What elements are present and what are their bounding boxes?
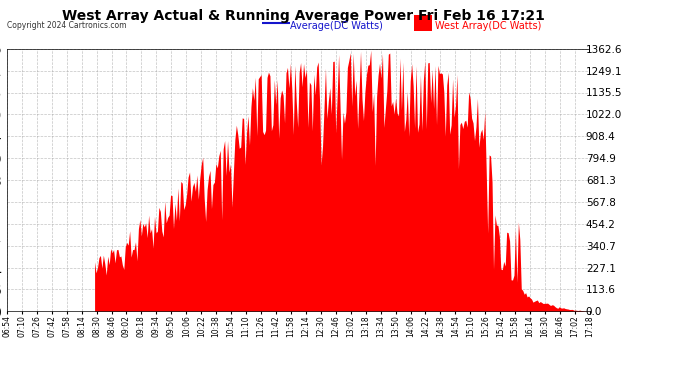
Text: Average(DC Watts): Average(DC Watts) xyxy=(290,21,383,31)
Text: West Array Actual & Running Average Power Fri Feb 16 17:21: West Array Actual & Running Average Powe… xyxy=(62,9,545,23)
Text: Copyright 2024 Cartronics.com: Copyright 2024 Cartronics.com xyxy=(7,21,126,30)
Text: West Array(DC Watts): West Array(DC Watts) xyxy=(435,21,541,31)
